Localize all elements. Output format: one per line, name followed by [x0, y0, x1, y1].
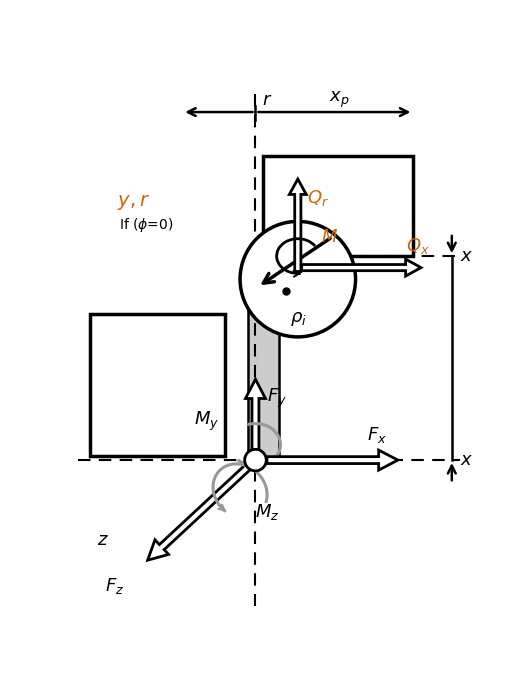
Text: $F_x$: $F_x$ [367, 425, 387, 444]
Text: $M_y$: $M_y$ [194, 410, 219, 433]
Text: $\rho_i$: $\rho_i$ [290, 310, 307, 328]
Text: $x_p$: $x_p$ [329, 90, 349, 110]
Text: $M_z$: $M_z$ [256, 502, 280, 522]
FancyArrow shape [267, 450, 398, 470]
Bar [248, 256, 279, 460]
Circle shape [245, 449, 266, 471]
Bar [90, 314, 225, 456]
Text: If ($\phi$=0): If ($\phi$=0) [119, 216, 174, 234]
Circle shape [240, 221, 356, 337]
Text: $Q_x$: $Q_x$ [406, 236, 429, 256]
Text: $y,r$: $y,r$ [117, 193, 150, 212]
Bar [263, 156, 413, 256]
Text: $x$: $x$ [460, 247, 473, 265]
Text: $x$: $x$ [460, 451, 473, 469]
FancyArrow shape [302, 259, 421, 276]
Text: $Q_r$: $Q_r$ [307, 188, 329, 208]
Text: $z$: $z$ [97, 531, 109, 549]
Text: $M$: $M$ [321, 228, 338, 246]
FancyArrow shape [289, 179, 307, 271]
FancyArrow shape [245, 380, 266, 460]
Text: $F_y$: $F_y$ [267, 387, 287, 410]
Text: $r$: $r$ [261, 91, 272, 109]
Text: $F_z$: $F_z$ [105, 575, 125, 595]
FancyArrow shape [148, 457, 258, 560]
